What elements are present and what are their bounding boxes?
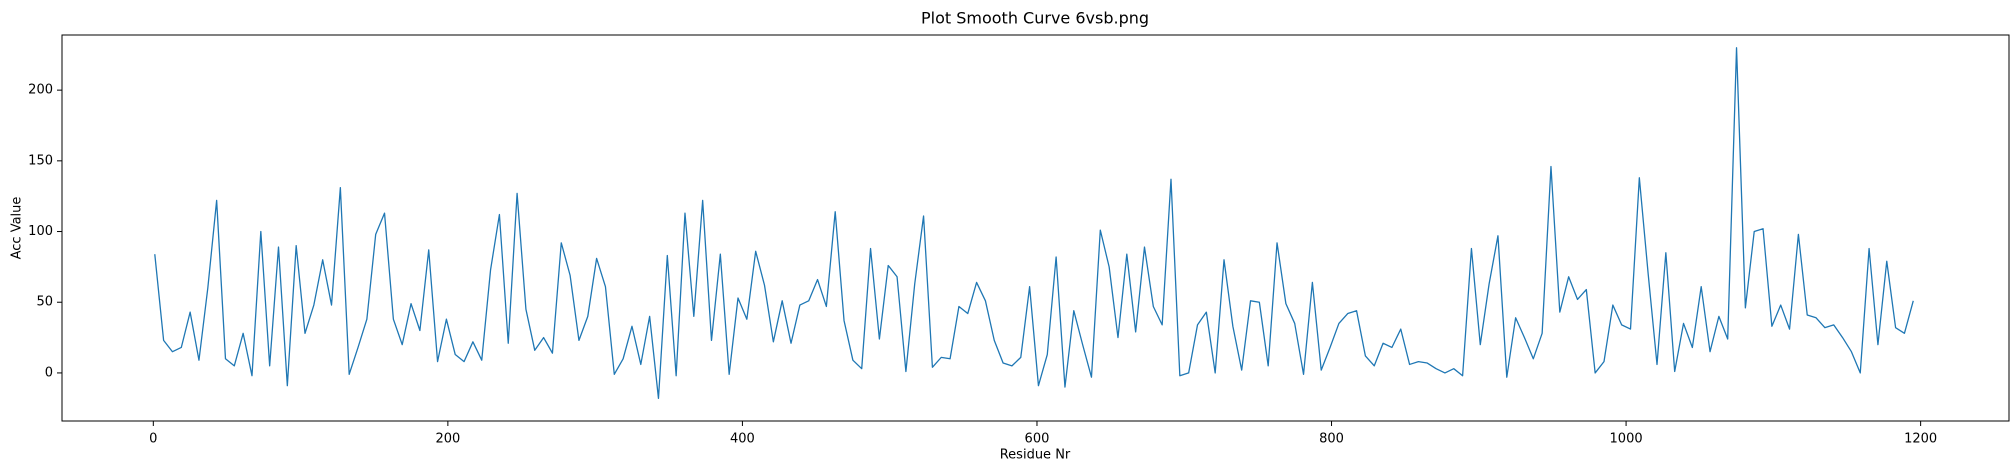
y-tick-label: 100 bbox=[28, 224, 53, 239]
x-tick-label: 400 bbox=[730, 432, 755, 447]
x-tick-label: 800 bbox=[1319, 432, 1344, 447]
x-tick-label: 1200 bbox=[1904, 432, 1937, 447]
x-tick-label: 600 bbox=[1025, 432, 1050, 447]
x-tick-label: 0 bbox=[149, 432, 157, 447]
data-line bbox=[154, 47, 1914, 400]
plot-frame bbox=[61, 34, 2010, 422]
y-tick-label: 0 bbox=[45, 365, 53, 380]
chart-title: Plot Smooth Curve 6vsb.png bbox=[921, 9, 1149, 28]
x-tick-label: 200 bbox=[435, 432, 460, 447]
y-tick-label: 200 bbox=[28, 83, 53, 98]
y-axis-label: Acc Value bbox=[10, 197, 25, 260]
x-tick-label: 1000 bbox=[1610, 432, 1643, 447]
y-tick-label: 150 bbox=[28, 153, 53, 168]
x-axis-label: Residue Nr bbox=[1000, 448, 1071, 463]
y-tick-label: 50 bbox=[36, 295, 53, 310]
